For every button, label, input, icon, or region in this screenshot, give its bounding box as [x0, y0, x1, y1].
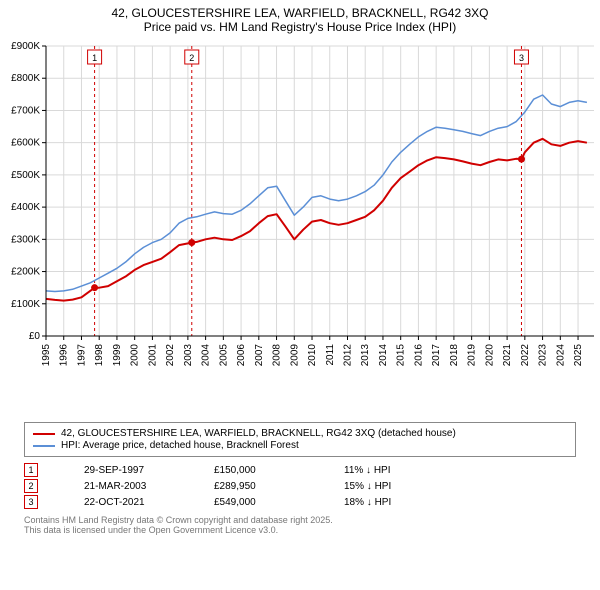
marker-badge: 3 — [24, 495, 38, 509]
svg-text:2006: 2006 — [236, 344, 247, 367]
marker-row: 1 29-SEP-1997£150,00011% ↓ HPI — [24, 463, 576, 477]
svg-text:2018: 2018 — [449, 344, 460, 367]
svg-text:2025: 2025 — [573, 344, 584, 367]
svg-text:£400K: £400K — [11, 202, 40, 213]
marker-delta: 15% ↓ HPI — [344, 481, 464, 492]
marker-date: 21-MAR-2003 — [84, 481, 214, 492]
svg-text:2010: 2010 — [307, 344, 318, 367]
svg-text:2014: 2014 — [378, 344, 389, 367]
marker-date: 22-OCT-2021 — [84, 497, 214, 508]
svg-text:2004: 2004 — [201, 344, 212, 367]
svg-text:2023: 2023 — [538, 344, 549, 367]
svg-text:1999: 1999 — [112, 344, 123, 367]
svg-text:2002: 2002 — [165, 344, 176, 367]
svg-text:£900K: £900K — [11, 41, 40, 52]
marker-price: £150,000 — [214, 465, 344, 476]
footer-line1: Contains HM Land Registry data © Crown c… — [24, 515, 576, 525]
marker-delta: 11% ↓ HPI — [344, 465, 464, 476]
footer-line2: This data is licensed under the Open Gov… — [24, 525, 576, 535]
legend-swatch — [33, 445, 55, 447]
svg-text:2000: 2000 — [130, 344, 141, 367]
svg-text:1995: 1995 — [41, 344, 52, 367]
title-line2: Price paid vs. HM Land Registry's House … — [10, 20, 590, 34]
legend-item: HPI: Average price, detached house, Brac… — [33, 440, 567, 451]
marker-row: 3 22-OCT-2021£549,00018% ↓ HPI — [24, 495, 576, 509]
svg-text:£600K: £600K — [11, 138, 40, 149]
svg-text:2001: 2001 — [147, 344, 158, 367]
svg-text:2019: 2019 — [467, 344, 478, 367]
marker-badge: 1 — [24, 463, 38, 477]
line-chart: 1 2 3 £0 £100K £200K £300K £400K £500K £600K £700K… — [0, 36, 600, 416]
svg-text:3: 3 — [519, 53, 524, 63]
svg-text:£200K: £200K — [11, 267, 40, 278]
legend-label: 42, GLOUCESTERSHIRE LEA, WARFIELD, BRACK… — [61, 428, 456, 439]
marker-price: £549,000 — [214, 497, 344, 508]
marker-badge: 2 — [24, 479, 38, 493]
marker-date: 29-SEP-1997 — [84, 465, 214, 476]
svg-text:2008: 2008 — [272, 344, 283, 367]
svg-text:2009: 2009 — [289, 344, 300, 367]
legend: 42, GLOUCESTERSHIRE LEA, WARFIELD, BRACK… — [24, 422, 576, 457]
svg-text:£0: £0 — [29, 331, 41, 342]
svg-text:1996: 1996 — [59, 344, 70, 367]
svg-text:2024: 2024 — [555, 344, 566, 367]
svg-text:1997: 1997 — [76, 344, 87, 367]
svg-text:2022: 2022 — [520, 344, 531, 367]
legend-swatch — [33, 433, 55, 435]
svg-text:2011: 2011 — [325, 344, 336, 366]
svg-text:1: 1 — [92, 53, 97, 63]
footer: Contains HM Land Registry data © Crown c… — [24, 515, 576, 535]
title-line1: 42, GLOUCESTERSHIRE LEA, WARFIELD, BRACK… — [10, 6, 590, 20]
svg-text:£500K: £500K — [11, 170, 40, 181]
marker-row: 2 21-MAR-2003£289,95015% ↓ HPI — [24, 479, 576, 493]
svg-text:£300K: £300K — [11, 234, 40, 245]
svg-text:2015: 2015 — [396, 344, 407, 367]
svg-text:2007: 2007 — [254, 344, 265, 367]
svg-text:2013: 2013 — [360, 344, 371, 367]
svg-text:2012: 2012 — [342, 344, 353, 367]
svg-text:2016: 2016 — [413, 344, 424, 367]
svg-text:£700K: £700K — [11, 105, 40, 116]
svg-text:2017: 2017 — [431, 344, 442, 367]
markers-table: 1 29-SEP-1997£150,00011% ↓ HPI 2 21-MAR-200… — [24, 463, 576, 509]
svg-text:2: 2 — [189, 53, 194, 63]
svg-text:£100K: £100K — [11, 299, 40, 310]
marker-delta: 18% ↓ HPI — [344, 497, 464, 508]
svg-text:1998: 1998 — [94, 344, 105, 367]
marker-price: £289,950 — [214, 481, 344, 492]
svg-text:£800K: £800K — [11, 73, 40, 84]
legend-label: HPI: Average price, detached house, Brac… — [61, 440, 299, 451]
chart-area: 1 2 3 £0 £100K £200K £300K £400K £500K £600K £700K… — [0, 36, 600, 416]
svg-text:2003: 2003 — [183, 344, 194, 367]
svg-text:2020: 2020 — [484, 344, 495, 367]
svg-text:2005: 2005 — [218, 344, 229, 367]
title-block: 42, GLOUCESTERSHIRE LEA, WARFIELD, BRACK… — [0, 0, 600, 36]
legend-item: 42, GLOUCESTERSHIRE LEA, WARFIELD, BRACK… — [33, 428, 567, 439]
chart-container: 42, GLOUCESTERSHIRE LEA, WARFIELD, BRACK… — [0, 0, 600, 535]
svg-text:2021: 2021 — [502, 344, 513, 367]
